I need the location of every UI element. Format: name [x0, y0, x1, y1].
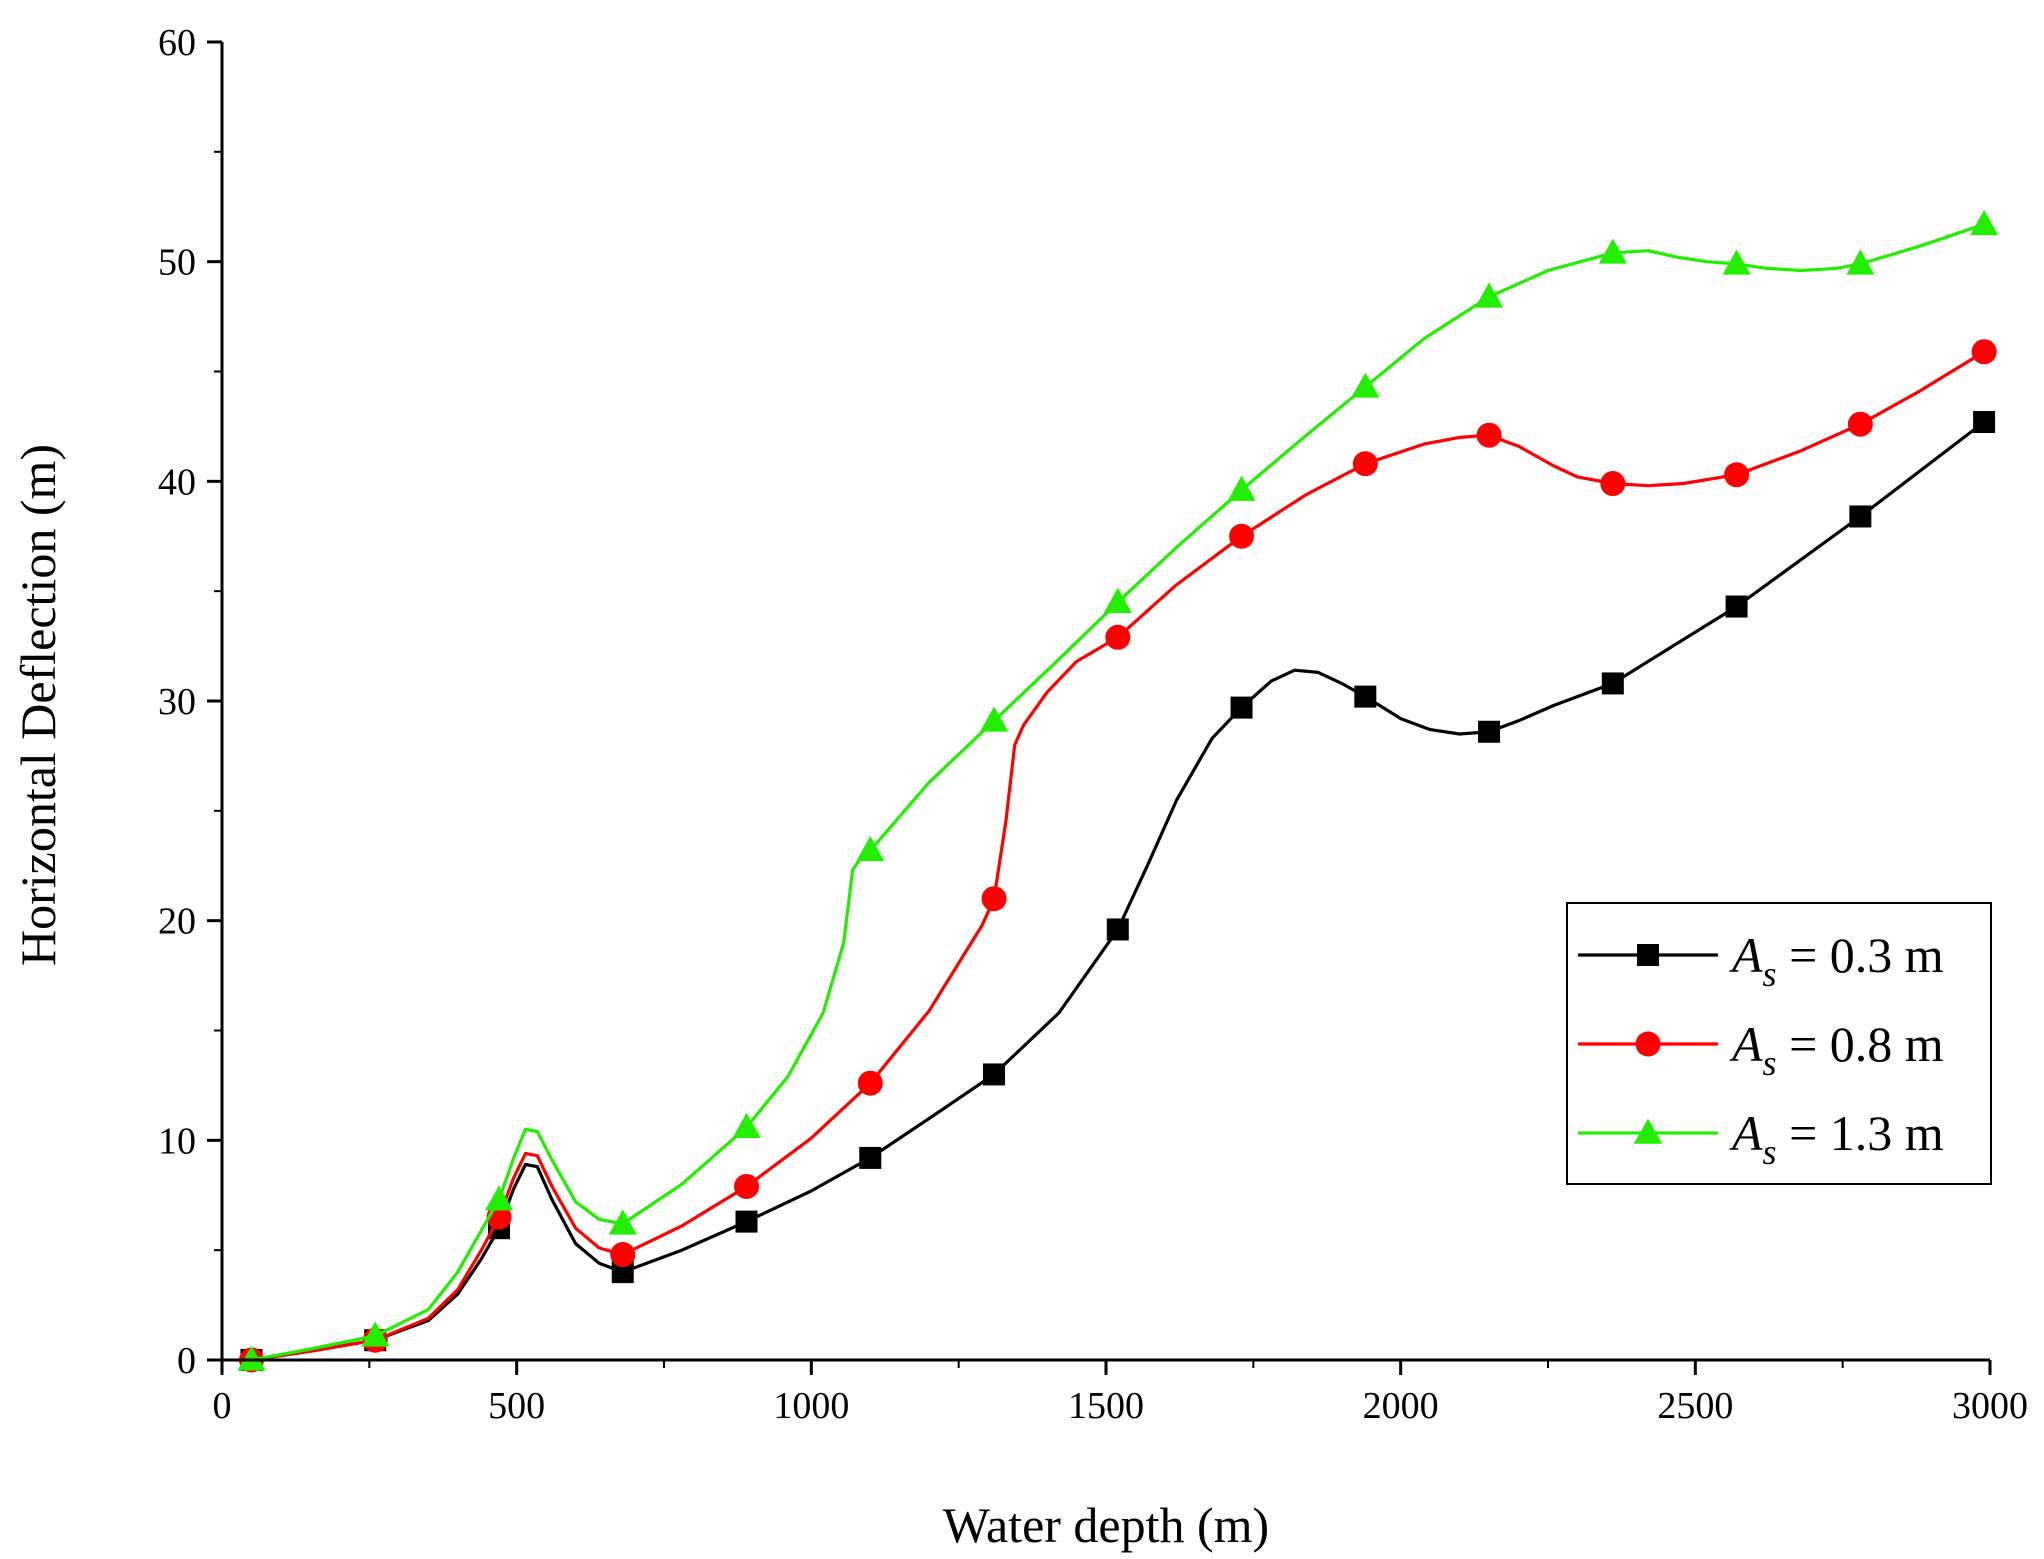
data-point — [361, 1321, 390, 1347]
y-tick-label: 20 — [158, 901, 196, 943]
legend-symbol: A — [1729, 1105, 1763, 1161]
legend: As = 0.3 mAs = 0.8 mAs = 1.3 m — [1566, 902, 1992, 1185]
legend-symbol: A — [1729, 927, 1763, 983]
data-point — [1598, 238, 1627, 264]
data-point — [1601, 672, 1624, 695]
data-point — [1724, 462, 1750, 488]
data-point — [1846, 249, 1875, 275]
x-tick-label: 2500 — [1657, 1385, 1733, 1427]
series-3 — [237, 209, 1999, 1371]
data-point — [1103, 587, 1132, 613]
data-point — [980, 706, 1009, 732]
data-point — [1352, 451, 1378, 477]
legend-subscript: s — [1763, 1043, 1777, 1083]
series-line — [249, 420, 1986, 1362]
data-point — [1354, 685, 1377, 708]
legend-label: As = 0.3 m — [1729, 927, 1944, 994]
data-point — [1229, 523, 1255, 549]
data-point — [237, 1345, 266, 1371]
data-point — [1849, 505, 1872, 528]
data-point — [1351, 372, 1380, 398]
x-tick-label: 0 — [213, 1385, 232, 1427]
y-tick-label: 30 — [158, 681, 196, 723]
y-tick-label: 50 — [158, 242, 196, 284]
x-tick-label: 1000 — [773, 1385, 849, 1427]
x-tick-label: 500 — [488, 1385, 545, 1427]
legend-label: As = 1.3 m — [1729, 1105, 1944, 1172]
data-point — [1230, 696, 1253, 719]
y-tick-label: 60 — [158, 22, 196, 64]
data-point — [734, 1173, 760, 1199]
data-point — [1971, 339, 1997, 365]
data-point — [484, 1185, 513, 1211]
data-point — [1847, 411, 1873, 437]
y-tick-label: 40 — [158, 461, 196, 503]
data-point — [735, 1210, 758, 1233]
data-point — [1227, 475, 1256, 501]
legend-value: = 0.8 m — [1777, 1016, 1944, 1072]
data-point — [1478, 720, 1501, 743]
data-point — [732, 1112, 761, 1138]
x-tick-label: 3000 — [1952, 1385, 2028, 1427]
data-point — [1725, 595, 1748, 618]
legend-marker — [1635, 1031, 1661, 1057]
series-layer — [237, 209, 1999, 1373]
x-tick-label: 2000 — [1363, 1385, 1439, 1427]
data-point — [856, 835, 885, 862]
y-tick-label: 10 — [158, 1120, 196, 1162]
data-point — [1475, 282, 1504, 308]
data-point — [857, 1070, 883, 1096]
legend-label: As = 0.8 m — [1729, 1016, 1944, 1083]
legend-value: = 0.3 m — [1777, 927, 1944, 983]
legend-value: = 1.3 m — [1777, 1105, 1944, 1161]
legend-marker — [1634, 1118, 1662, 1144]
data-point — [1973, 411, 1996, 434]
legend-marker — [1637, 944, 1659, 966]
data-point — [1106, 918, 1129, 941]
y-axis-title: Horizontal Deflection (m) — [10, 444, 66, 966]
axes-layer: 0 500 1000 1500 2000 2500 3000 0 10 20 30 40 50 60 — [158, 22, 2028, 1427]
x-tick-label: 1500 — [1068, 1385, 1144, 1427]
x-axis-title: Water depth (m) — [943, 1497, 1269, 1553]
legend-subscript: s — [1763, 1132, 1777, 1172]
data-point — [608, 1209, 637, 1235]
data-point — [611, 1261, 634, 1284]
data-point — [1970, 209, 1999, 236]
data-point — [1476, 422, 1502, 448]
data-point — [981, 886, 1007, 912]
data-point — [1722, 249, 1751, 275]
data-point — [983, 1063, 1006, 1086]
series-line — [249, 222, 1986, 1362]
data-point — [859, 1146, 882, 1169]
y-tick-label: 0 — [177, 1340, 196, 1382]
legend-subscript: s — [1763, 954, 1777, 994]
legend-symbol: A — [1729, 1016, 1763, 1072]
data-point — [610, 1242, 636, 1268]
data-point — [1600, 471, 1626, 497]
data-point — [1105, 624, 1131, 650]
